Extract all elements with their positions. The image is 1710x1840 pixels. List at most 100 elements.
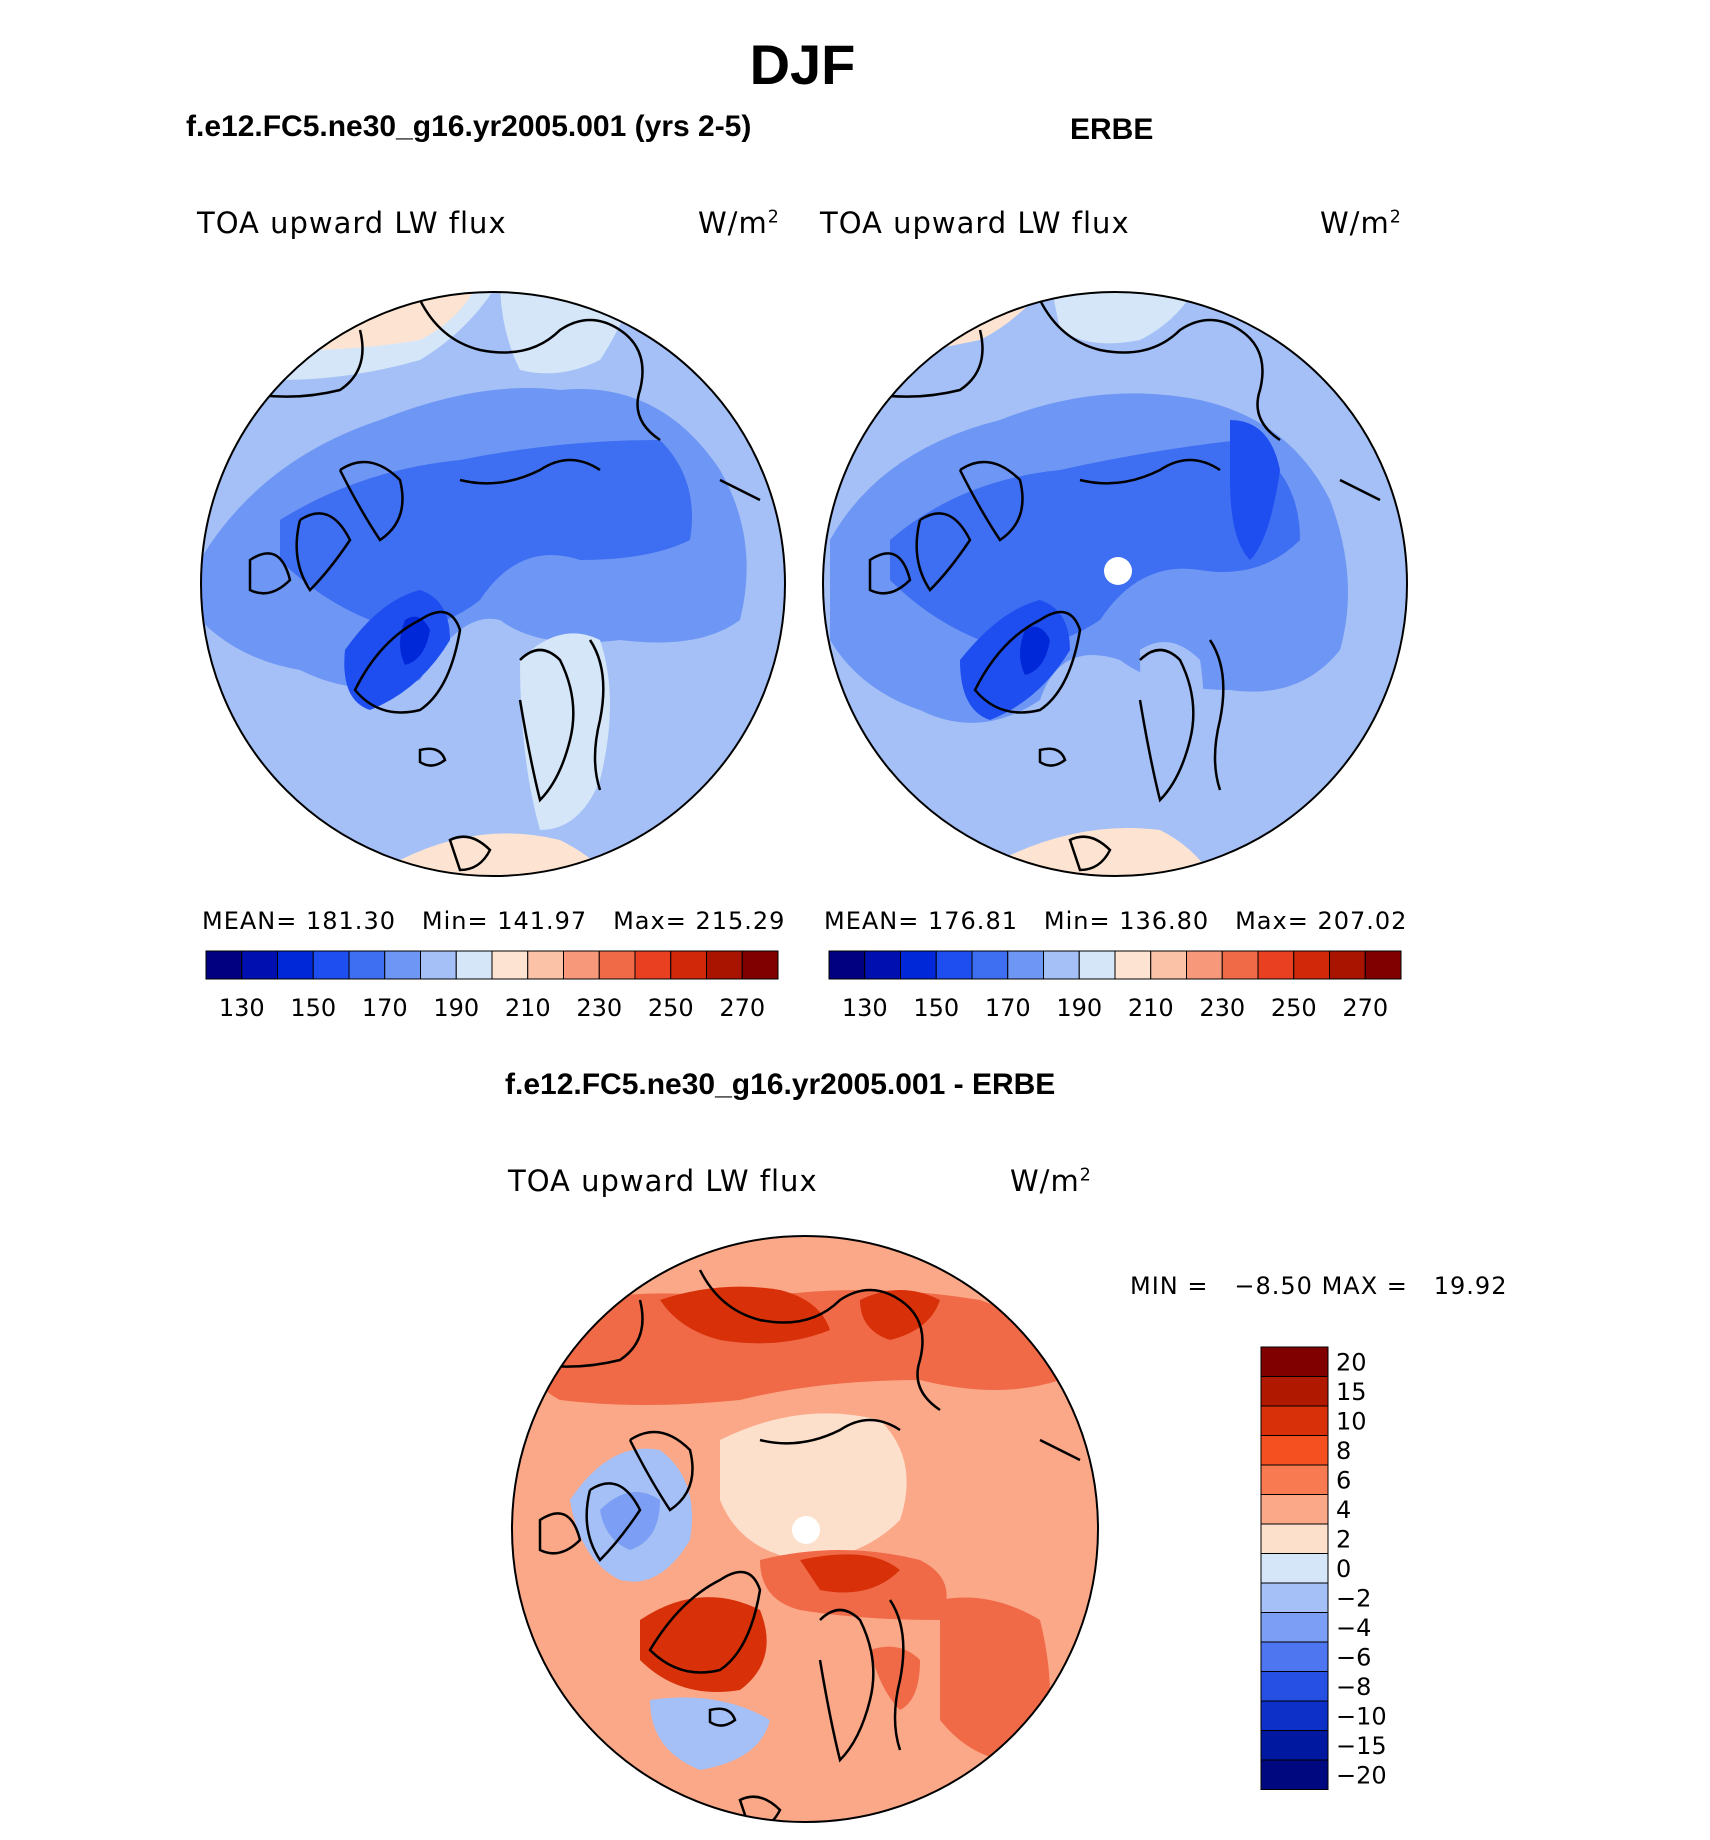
model-units-label: W/m2 xyxy=(698,206,780,240)
diff-colorbar-label-4: 6 xyxy=(1336,1467,1351,1495)
diff-colorbar-label-14: −20 xyxy=(1336,1762,1387,1790)
diff-colorbar-label-11: −8 xyxy=(1336,1673,1371,1701)
model-min-label: Min= xyxy=(421,907,489,935)
model-mean-value: 181.30 xyxy=(306,907,396,935)
obs-colorbar-tick-190: 190 xyxy=(1056,994,1102,1022)
model-colorbar-box-11 xyxy=(598,950,636,980)
diff-stats: MIN = −8.50 MAX = 19.92 xyxy=(1130,1272,1507,1300)
model-map xyxy=(201,292,785,876)
diff-colorbar-box-14 xyxy=(1260,1759,1329,1790)
model-map-border xyxy=(200,291,786,877)
obs-max-value: 207.02 xyxy=(1317,907,1408,935)
model-colorbar-tick-170: 170 xyxy=(362,994,408,1022)
obs-colorbar-box-5 xyxy=(1007,950,1044,980)
obs-map xyxy=(823,292,1407,876)
obs-colorbar-box-11 xyxy=(1221,950,1259,980)
model-colorbar: 130 150 170 190 210 230 250 270 xyxy=(205,950,779,1022)
obs-colorbar-box-0 xyxy=(828,950,866,980)
diff-colorbar-box-5 xyxy=(1260,1494,1329,1525)
diff-colorbar-label-0: 20 xyxy=(1336,1349,1367,1377)
model-colorbar-tick-230: 230 xyxy=(576,994,622,1022)
diff-colorbar-box-13 xyxy=(1260,1730,1329,1761)
diff-colorbar-label-3: 8 xyxy=(1336,1437,1351,1465)
obs-max-label: Max= xyxy=(1235,907,1309,935)
model-colorbar-box-8 xyxy=(491,950,529,980)
obs-mean-value: 176.81 xyxy=(928,907,1018,935)
diff-max-label: MAX = xyxy=(1321,1272,1408,1300)
model-colorbar-tick-250: 250 xyxy=(648,994,694,1022)
diff-colorbar-label-8: −2 xyxy=(1336,1585,1371,1613)
obs-mean-label: MEAN= xyxy=(824,907,920,935)
diff-colorbar-box-10 xyxy=(1260,1641,1329,1672)
model-mean-label: MEAN= xyxy=(202,907,298,935)
model-colorbar-tick-210: 210 xyxy=(505,994,551,1022)
diff-colorbar-label-5: 4 xyxy=(1336,1496,1351,1524)
model-colorbar-box-6 xyxy=(420,950,457,980)
model-stats: MEAN= 181.30 Min= 141.97 Max= 215.29 xyxy=(202,907,785,935)
diff-min-label: MIN = xyxy=(1130,1272,1209,1300)
model-colorbar-box-7 xyxy=(455,950,493,980)
model-colorbar-tick-190: 190 xyxy=(433,994,479,1022)
model-colorbar-box-10 xyxy=(563,950,600,980)
obs-min-label: Min= xyxy=(1043,907,1111,935)
diff-colorbar-label-6: 2 xyxy=(1336,1526,1351,1554)
diff-colorbar-box-9 xyxy=(1260,1612,1329,1643)
obs-colorbar-box-6 xyxy=(1043,950,1080,980)
obs-colorbar-box-3 xyxy=(935,950,973,980)
obs-colorbar-tick-270: 270 xyxy=(1342,994,1388,1022)
diff-colorbar-box-7 xyxy=(1260,1553,1329,1584)
diff-colorbar-box-8 xyxy=(1260,1582,1329,1613)
obs-map-border xyxy=(822,291,1408,877)
diff-colorbar-label-7: 0 xyxy=(1336,1555,1351,1583)
model-colorbar-tick-270: 270 xyxy=(719,994,765,1022)
model-max-value: 215.29 xyxy=(695,907,786,935)
diff-colorbar-label-13: −15 xyxy=(1336,1732,1387,1760)
obs-colorbar-box-8 xyxy=(1114,950,1152,980)
obs-colorbar-box-7 xyxy=(1078,950,1116,980)
diff-variable-label: TOA upward LW flux xyxy=(508,1164,818,1198)
obs-colorbar-box-2 xyxy=(900,950,937,980)
model-colorbar-box-12 xyxy=(634,950,672,980)
obs-colorbar-box-4 xyxy=(971,950,1009,980)
obs-panel-title: ERBE xyxy=(1070,113,1154,146)
season-title: DJF xyxy=(749,33,856,96)
diff-units-label: W/m2 xyxy=(1010,1164,1092,1198)
diff-panel-title: f.e12.FC5.ne30_g16.yr2005.001 - ERBE xyxy=(505,1068,1056,1101)
model-colorbar-box-5 xyxy=(384,950,421,980)
diff-colorbar-label-1: 15 xyxy=(1336,1378,1367,1406)
diff-colorbar-box-11 xyxy=(1260,1671,1329,1702)
model-min-value: 141.97 xyxy=(497,907,588,935)
model-max-label: Max= xyxy=(613,907,687,935)
obs-stats: MEAN= 176.81 Min= 136.80 Max= 207.02 xyxy=(824,907,1407,935)
diff-colorbar-box-0 xyxy=(1260,1346,1329,1377)
model-colorbar-box-15 xyxy=(741,950,779,980)
obs-colorbar-tick-130: 130 xyxy=(842,994,888,1022)
diff-colorbar-label-9: −4 xyxy=(1336,1614,1371,1642)
obs-variable-label: TOA upward LW flux xyxy=(820,206,1130,240)
obs-colorbar-tick-230: 230 xyxy=(1199,994,1245,1022)
obs-colorbar-box-10 xyxy=(1186,950,1223,980)
model-panel-title: f.e12.FC5.ne30_g16.yr2005.001 (yrs 2-5) xyxy=(186,110,752,143)
model-colorbar-tick-150: 150 xyxy=(290,994,336,1022)
obs-colorbar-tick-170: 170 xyxy=(985,994,1031,1022)
model-variable-label: TOA upward LW flux xyxy=(197,206,507,240)
diff-colorbar-label-12: −10 xyxy=(1336,1703,1387,1731)
diff-colorbar-label-2: 10 xyxy=(1336,1408,1367,1436)
diff-min-value: −8.50 xyxy=(1234,1272,1313,1300)
model-colorbar-box-13 xyxy=(670,950,707,980)
diff-colorbar-box-1 xyxy=(1260,1376,1329,1407)
obs-colorbar-box-13 xyxy=(1293,950,1330,980)
obs-colorbar-box-9 xyxy=(1150,950,1187,980)
obs-colorbar: 130 150 170 190 210 230 250 270 xyxy=(828,950,1402,1022)
model-colorbar-box-9 xyxy=(527,950,564,980)
model-colorbar-box-3 xyxy=(312,950,350,980)
obs-colorbar-tick-150: 150 xyxy=(913,994,959,1022)
obs-colorbar-box-15 xyxy=(1364,950,1402,980)
model-colorbar-tick-130: 130 xyxy=(219,994,265,1022)
obs-colorbar-tick-210: 210 xyxy=(1128,994,1174,1022)
model-colorbar-box-1 xyxy=(241,950,278,980)
diff-max-value: 19.92 xyxy=(1433,1272,1508,1300)
diff-colorbar-box-12 xyxy=(1260,1700,1329,1731)
